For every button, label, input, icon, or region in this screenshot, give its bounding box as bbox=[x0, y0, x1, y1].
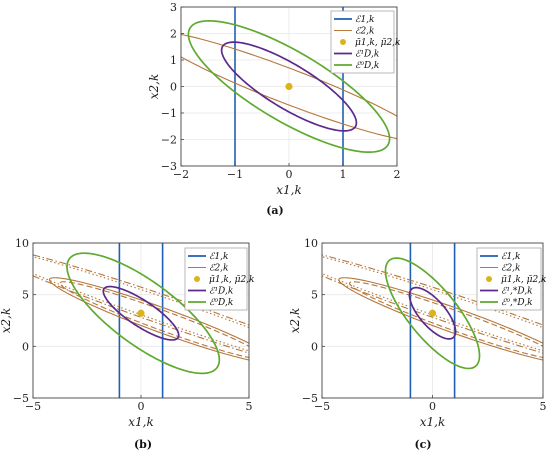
series-ellipse-e2 bbox=[181, 33, 397, 140]
y-axis-label: x2,k bbox=[288, 308, 302, 334]
legend-label: μ̄1,k, μ̄2,k bbox=[355, 38, 401, 48]
legend-label: ℰ2,k bbox=[501, 264, 521, 274]
series-ellipse-e2 bbox=[33, 254, 249, 354]
series-ellipse-e2 bbox=[348, 281, 543, 359]
x-tick-label: −5 bbox=[25, 400, 41, 413]
legend-label: ℰ2,k bbox=[355, 27, 375, 37]
y-tick-label: −2 bbox=[161, 134, 177, 147]
legend-label: ℰ¹,*D,k bbox=[501, 287, 533, 297]
legend-label: μ̄1,k, μ̄2,k bbox=[209, 275, 255, 285]
x-tick-label: 0 bbox=[138, 400, 145, 413]
x-tick-label: 0 bbox=[286, 168, 293, 181]
panel-caption: (a) bbox=[266, 204, 284, 217]
y-tick-label: 10 bbox=[15, 237, 29, 250]
legend-label: ℰ⁰D,k bbox=[209, 298, 233, 308]
panel-caption: (b) bbox=[134, 438, 152, 451]
y-tick-label: 0 bbox=[22, 340, 29, 353]
panel-caption: (c) bbox=[414, 438, 431, 451]
y-axis-label: x2,k bbox=[0, 308, 13, 334]
x-tick-label: 5 bbox=[540, 400, 547, 413]
y-tick-label: −5 bbox=[302, 392, 318, 405]
x-tick-label: −1 bbox=[227, 168, 243, 181]
legend-label: ℰ⁰D,k bbox=[355, 61, 379, 71]
legend-label: μ̄1,k, μ̄2,k bbox=[501, 275, 547, 285]
y-tick-label: 0 bbox=[311, 340, 318, 353]
plot-area bbox=[322, 243, 543, 398]
x-axis-label: x1,k bbox=[276, 183, 302, 197]
y-axis-label: x2,k bbox=[147, 74, 161, 100]
legend-label: ℰ¹D,k bbox=[355, 50, 379, 60]
y-tick-label: 0 bbox=[170, 81, 177, 94]
series-ellipse-ed0 bbox=[187, 20, 391, 153]
series-ellipse-ed0 bbox=[66, 252, 221, 375]
legend-label: ℰ1,k bbox=[355, 15, 375, 25]
series-ellipse-ed0 bbox=[384, 257, 481, 370]
x-tick-label: 0 bbox=[429, 400, 436, 413]
mean-point bbox=[285, 82, 293, 91]
legend-label: ℰ1,k bbox=[209, 252, 229, 262]
mean-point bbox=[428, 309, 437, 317]
x-tick-label: −2 bbox=[173, 168, 189, 181]
series-ellipse-ed1 bbox=[102, 285, 180, 341]
legend-label: ℰ2,k bbox=[209, 264, 229, 274]
plot-area bbox=[33, 243, 249, 398]
legend-label: ℰ⁰,*D,k bbox=[501, 298, 533, 308]
legend-swatch bbox=[486, 276, 492, 282]
x-tick-label: −5 bbox=[314, 400, 330, 413]
series-ellipse-e2 bbox=[33, 256, 249, 352]
mean-point bbox=[137, 309, 145, 317]
legend-label: ℰ1,k bbox=[501, 252, 521, 262]
series-ellipse-ed1 bbox=[220, 41, 358, 132]
legend: ℰ1,k ℰ2,kμ̄1,k, μ̄2,k ℰ¹,*D,kℰ⁰,*D,k bbox=[476, 247, 547, 311]
y-tick-label: 1 bbox=[170, 54, 177, 67]
legend-swatch bbox=[194, 276, 200, 282]
x-tick-label: 5 bbox=[246, 400, 253, 413]
y-tick-label: −3 bbox=[161, 160, 177, 173]
legend-swatch bbox=[340, 39, 346, 45]
x-axis-label: x1,k bbox=[420, 415, 446, 429]
x-tick-label: 2 bbox=[394, 168, 401, 181]
y-tick-label: 5 bbox=[311, 289, 318, 302]
x-tick-label: 1 bbox=[340, 168, 347, 181]
panel-3: −5 0 5 −5 0 5 10 x1,k x2,k ℰ1,k ℰ2,kμ̄1,k, μ̄2,k ℰ¹… bbox=[288, 237, 547, 451]
y-tick-label: 3 bbox=[170, 1, 177, 14]
panel-1: −2 −1 0 1 2−3−2−10123x1,kx2,kℰ1,kℰ2,kμ̄1,k, … bbox=[147, 1, 401, 217]
series-ellipse-ed1 bbox=[408, 286, 457, 340]
series-ellipse-e2 bbox=[338, 277, 543, 361]
panel-2: −5 0 5 −5 0 5 10 x1,k x2,k ℰ1,k ℰ2,kμ̄1,k, μ̄2,k ℰ¹… bbox=[0, 237, 255, 451]
series-ellipse-e2 bbox=[48, 277, 249, 361]
y-tick-label: 10 bbox=[304, 237, 318, 250]
x-axis-label: x1,k bbox=[128, 415, 154, 429]
y-tick-label: −5 bbox=[13, 392, 29, 405]
y-tick-label: 2 bbox=[170, 28, 177, 41]
y-tick-label: −1 bbox=[161, 107, 177, 120]
legend-label: ℰ¹D,k bbox=[209, 287, 233, 297]
y-tick-label: 5 bbox=[22, 289, 29, 302]
series-ellipse-e2 bbox=[59, 281, 249, 359]
